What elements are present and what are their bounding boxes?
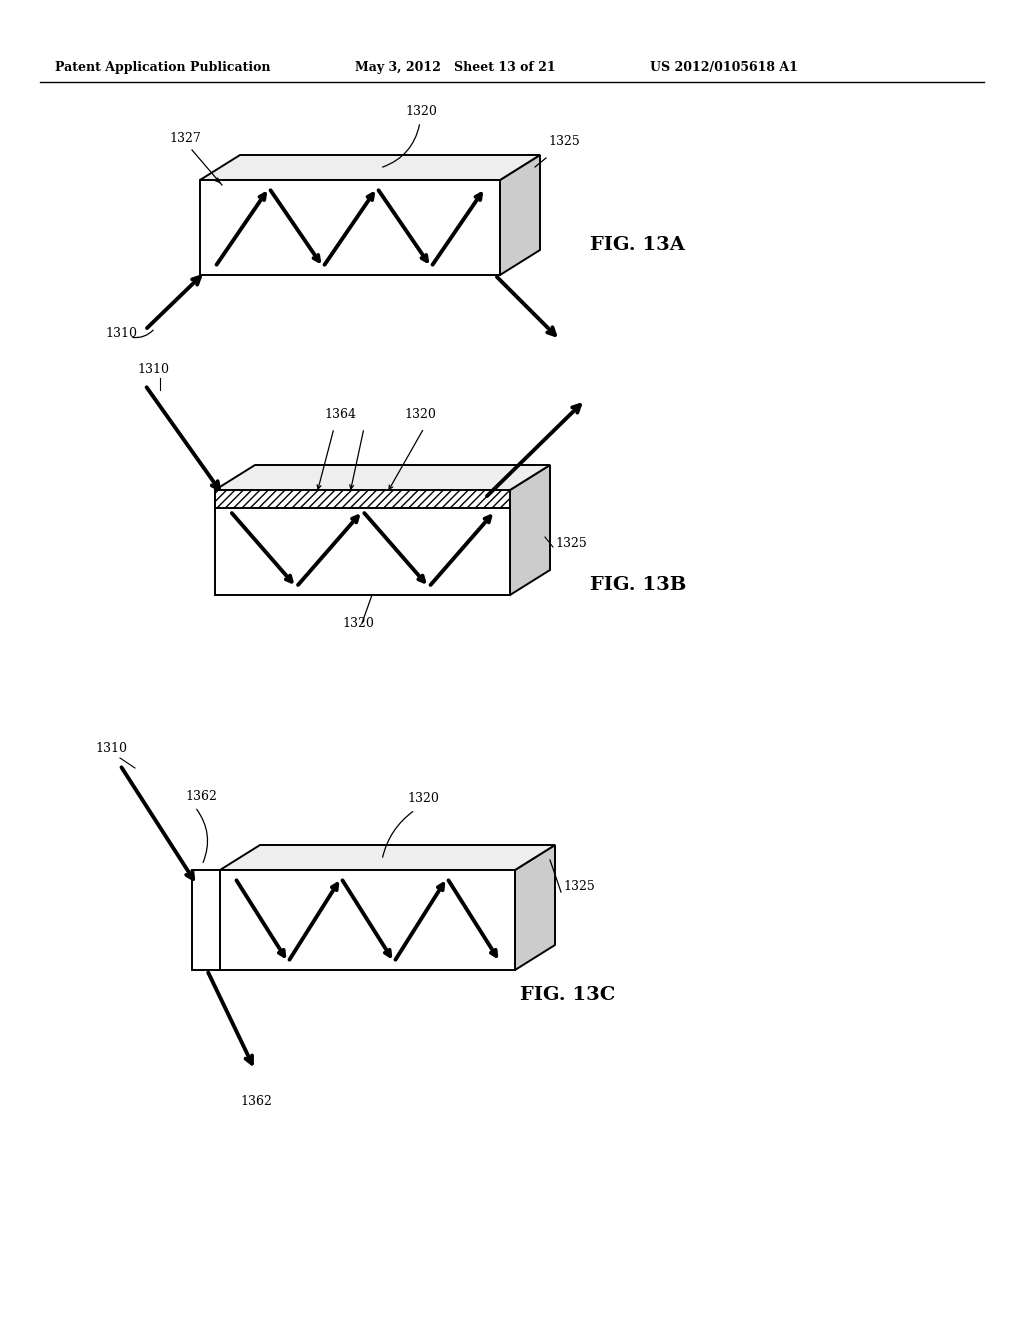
Polygon shape xyxy=(220,845,555,870)
Text: 1310: 1310 xyxy=(95,742,127,755)
Polygon shape xyxy=(500,154,540,275)
Text: 1364: 1364 xyxy=(324,408,356,421)
Text: 1320: 1320 xyxy=(406,106,437,117)
Polygon shape xyxy=(515,845,555,970)
Text: 1320: 1320 xyxy=(404,408,436,421)
Polygon shape xyxy=(510,465,550,595)
Text: 1325: 1325 xyxy=(555,537,587,550)
Text: 1320: 1320 xyxy=(342,616,374,630)
Text: FIG. 13A: FIG. 13A xyxy=(590,236,685,253)
Text: May 3, 2012   Sheet 13 of 21: May 3, 2012 Sheet 13 of 21 xyxy=(355,61,556,74)
Polygon shape xyxy=(200,180,500,275)
Polygon shape xyxy=(193,870,220,970)
Text: 1362: 1362 xyxy=(185,789,217,803)
Text: 1325: 1325 xyxy=(548,135,580,148)
Text: 1325: 1325 xyxy=(563,880,595,894)
Polygon shape xyxy=(215,490,510,508)
Text: US 2012/0105618 A1: US 2012/0105618 A1 xyxy=(650,61,798,74)
Text: 1320: 1320 xyxy=(407,792,439,805)
Text: 1310: 1310 xyxy=(137,363,169,376)
Text: 1327: 1327 xyxy=(169,132,201,145)
Text: Patent Application Publication: Patent Application Publication xyxy=(55,61,270,74)
Text: FIG. 13B: FIG. 13B xyxy=(590,576,686,594)
Text: 1362: 1362 xyxy=(240,1096,272,1107)
Polygon shape xyxy=(215,490,510,595)
Text: 1310: 1310 xyxy=(105,327,137,341)
Polygon shape xyxy=(220,870,515,970)
Text: FIG. 13C: FIG. 13C xyxy=(520,986,615,1005)
Polygon shape xyxy=(215,465,550,490)
Polygon shape xyxy=(200,154,540,180)
